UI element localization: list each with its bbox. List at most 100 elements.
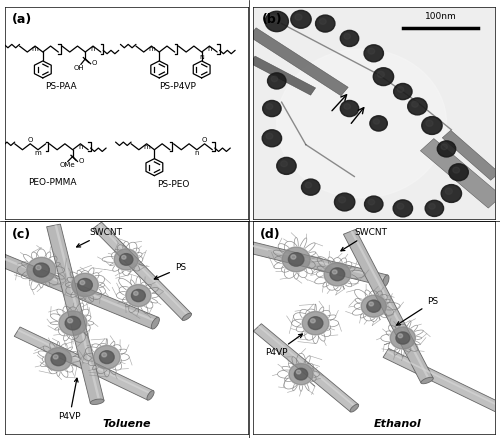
Circle shape bbox=[302, 311, 329, 335]
Circle shape bbox=[334, 193, 355, 211]
Circle shape bbox=[316, 15, 335, 32]
Circle shape bbox=[412, 101, 418, 107]
Circle shape bbox=[291, 255, 296, 259]
Text: O: O bbox=[28, 137, 33, 143]
Polygon shape bbox=[258, 325, 356, 408]
Text: N: N bbox=[200, 55, 204, 60]
Circle shape bbox=[422, 117, 442, 134]
Circle shape bbox=[374, 68, 394, 85]
Circle shape bbox=[34, 263, 50, 277]
Ellipse shape bbox=[382, 275, 389, 286]
Circle shape bbox=[80, 280, 85, 285]
Circle shape bbox=[397, 203, 404, 209]
Polygon shape bbox=[344, 230, 433, 383]
Circle shape bbox=[368, 199, 374, 205]
Circle shape bbox=[441, 184, 462, 202]
Circle shape bbox=[340, 30, 358, 46]
Text: P4VP: P4VP bbox=[264, 334, 302, 357]
Circle shape bbox=[320, 18, 326, 25]
Circle shape bbox=[291, 11, 311, 28]
Circle shape bbox=[54, 355, 58, 359]
Text: PS: PS bbox=[396, 297, 438, 325]
Circle shape bbox=[340, 100, 358, 117]
Circle shape bbox=[78, 279, 92, 291]
Circle shape bbox=[266, 104, 273, 110]
Text: SWCNT: SWCNT bbox=[76, 228, 123, 247]
Circle shape bbox=[438, 141, 456, 157]
Circle shape bbox=[330, 268, 344, 281]
Polygon shape bbox=[0, 257, 157, 322]
Circle shape bbox=[277, 157, 296, 174]
Text: Toluene: Toluene bbox=[102, 419, 150, 429]
Circle shape bbox=[288, 253, 304, 266]
Ellipse shape bbox=[421, 377, 434, 384]
Text: O: O bbox=[92, 60, 96, 66]
Circle shape bbox=[310, 319, 316, 323]
Polygon shape bbox=[386, 351, 500, 407]
Circle shape bbox=[102, 353, 106, 357]
Text: PS-PAA: PS-PAA bbox=[46, 82, 77, 91]
Circle shape bbox=[364, 196, 383, 212]
Circle shape bbox=[374, 119, 380, 124]
Circle shape bbox=[378, 71, 384, 78]
Circle shape bbox=[270, 15, 278, 22]
Text: PS: PS bbox=[154, 263, 186, 279]
Circle shape bbox=[344, 104, 350, 110]
Circle shape bbox=[396, 332, 410, 344]
Polygon shape bbox=[383, 349, 500, 413]
Circle shape bbox=[453, 167, 460, 173]
Circle shape bbox=[332, 270, 337, 274]
Circle shape bbox=[94, 346, 120, 369]
Polygon shape bbox=[46, 224, 104, 403]
Circle shape bbox=[398, 334, 402, 338]
Polygon shape bbox=[0, 254, 158, 329]
Circle shape bbox=[126, 285, 151, 307]
Circle shape bbox=[295, 14, 302, 20]
Circle shape bbox=[308, 317, 323, 329]
Text: (a): (a) bbox=[12, 13, 32, 26]
Circle shape bbox=[271, 76, 278, 82]
Text: 100nm: 100nm bbox=[424, 12, 456, 21]
Text: (b): (b) bbox=[262, 13, 283, 26]
Ellipse shape bbox=[90, 399, 104, 405]
Circle shape bbox=[262, 100, 281, 117]
Circle shape bbox=[368, 48, 374, 54]
Polygon shape bbox=[246, 241, 388, 286]
Text: PS-P4VP: PS-P4VP bbox=[160, 82, 196, 91]
Circle shape bbox=[294, 368, 308, 380]
Polygon shape bbox=[254, 324, 358, 412]
Circle shape bbox=[338, 197, 345, 203]
Circle shape bbox=[289, 364, 313, 385]
Circle shape bbox=[122, 255, 126, 259]
Polygon shape bbox=[250, 56, 316, 95]
Circle shape bbox=[408, 98, 427, 115]
Text: PS-PEO: PS-PEO bbox=[156, 180, 189, 189]
Circle shape bbox=[282, 247, 310, 272]
Circle shape bbox=[305, 182, 312, 188]
Polygon shape bbox=[92, 222, 192, 320]
Circle shape bbox=[100, 351, 114, 364]
Circle shape bbox=[425, 200, 444, 216]
Circle shape bbox=[390, 327, 415, 349]
Text: m: m bbox=[32, 46, 38, 53]
Text: m: m bbox=[148, 46, 155, 53]
Circle shape bbox=[268, 73, 286, 89]
Text: (c): (c) bbox=[12, 228, 32, 240]
Polygon shape bbox=[350, 230, 430, 380]
Circle shape bbox=[394, 84, 412, 99]
Circle shape bbox=[369, 302, 374, 306]
Circle shape bbox=[27, 257, 56, 283]
Polygon shape bbox=[420, 138, 500, 208]
Circle shape bbox=[114, 249, 138, 270]
Polygon shape bbox=[98, 224, 189, 316]
Circle shape bbox=[364, 45, 384, 62]
Ellipse shape bbox=[496, 403, 500, 413]
Text: OMe: OMe bbox=[60, 162, 75, 169]
Ellipse shape bbox=[147, 391, 154, 400]
Circle shape bbox=[393, 200, 412, 217]
Text: (d): (d) bbox=[260, 228, 280, 240]
Polygon shape bbox=[18, 329, 152, 395]
Circle shape bbox=[266, 133, 273, 139]
Text: OH: OH bbox=[74, 65, 85, 71]
Text: n: n bbox=[78, 144, 82, 150]
